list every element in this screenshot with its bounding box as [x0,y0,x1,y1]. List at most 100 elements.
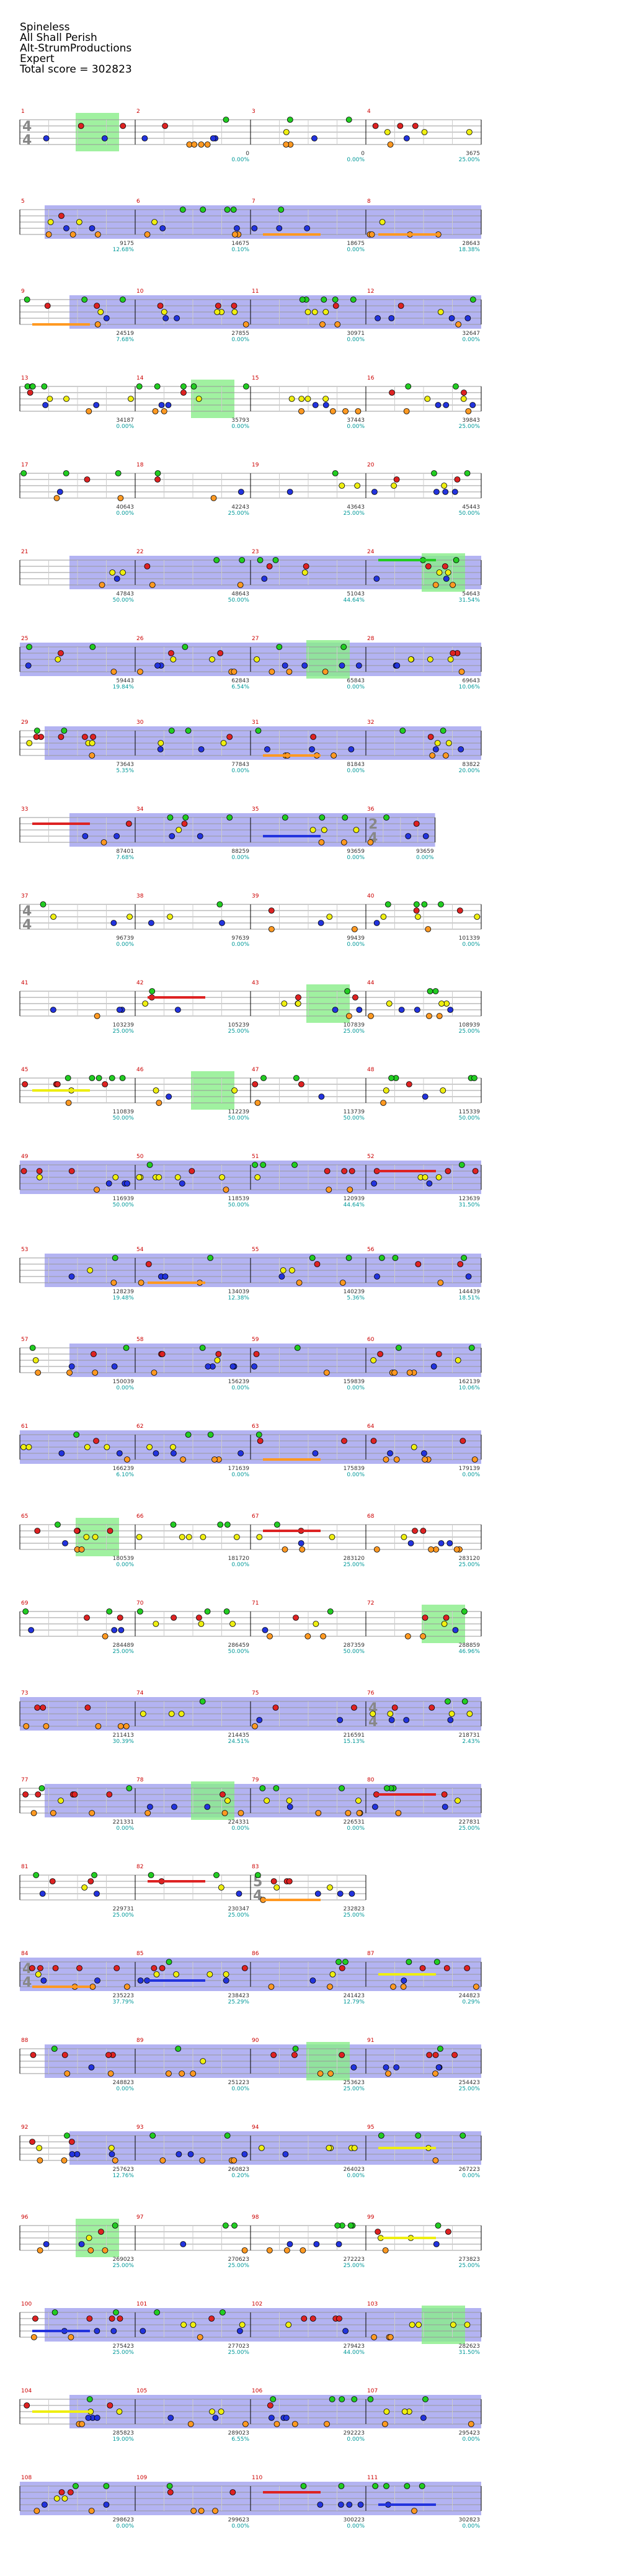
note-gem [386,1001,393,1007]
note-gem [125,821,132,827]
note-gem [67,2489,74,2495]
measure-percent: 0.00% [116,1562,134,1568]
measure-number: 56 [367,1247,375,1253]
note-gem [304,225,311,231]
note-gem [78,2241,85,2247]
note-gem [116,1007,123,1013]
note-gem [92,1370,99,1376]
note-gem [64,2070,71,2077]
note-gem [112,1174,119,1180]
measure-percent: 0.00% [231,1385,249,1391]
note-gem [61,2157,68,2164]
note-gem [291,2421,298,2427]
note-gem [191,141,198,148]
note-gem [464,470,471,476]
note-gem [35,1370,42,1376]
note-gem [382,2247,389,2253]
note-gem [447,1007,454,1013]
note-gem [268,926,275,932]
note-gem [221,1810,228,1816]
note-gem [448,1711,455,1717]
note-gem [168,1711,175,1717]
note-gem [166,2483,173,2489]
note-gem [209,656,215,662]
time-signature-top: 2 [368,817,378,832]
note-gem [92,1534,99,1540]
note-gem [321,827,327,833]
measure-number: 11 [252,288,259,295]
measure-percent: 25.00% [344,1912,365,1919]
measure-percent: 50.00% [228,597,250,604]
note-gem [53,2495,60,2502]
measure-percent: 50.00% [113,1115,135,1121]
note-gem [214,309,221,315]
measure-score: 289023 [228,2430,249,2436]
note-gem [425,926,432,932]
measure-score: 108939 [459,1022,481,1028]
note-gem [413,901,420,907]
note-gem [346,2502,353,2508]
note-gem [276,644,283,650]
note-gem [65,1100,72,1106]
note-gem [234,225,240,231]
note-gem [322,309,329,315]
note-gem [251,225,258,231]
note-gem [445,740,452,746]
note-gem [254,656,260,662]
note-gem [86,408,92,414]
measure-score: 40643 [116,504,134,510]
measure-score: 62843 [231,678,249,684]
note-gem [347,2222,354,2229]
measure-number: 8 [367,198,371,205]
measure-percent: 2.43% [462,1739,480,1745]
note-gem [68,1168,75,1174]
note-gem [429,752,436,759]
measure-number: 74 [136,1690,144,1696]
note-gem [154,383,161,390]
note-gem [351,2145,358,2151]
note-gem [383,1087,389,1094]
note-gem [207,1432,214,1438]
measure-percent: 25.00% [344,2263,365,2269]
note-gem [318,1094,325,1100]
note-gem [51,2309,58,2315]
note-gem [257,557,264,563]
measure-number: 101 [136,2301,147,2307]
note-gem [337,2502,344,2508]
note-gem [117,1615,123,1621]
note-gem [112,1255,118,1261]
measure-percent: 0.00% [231,1825,249,1832]
note-gem [438,1540,445,1546]
note-gem [415,914,421,920]
note-gem [166,1959,172,1965]
note-gem [39,1891,46,1897]
measure-number: 36 [367,806,375,813]
note-gem [113,2309,119,2315]
measure-number: 76 [367,1690,375,1696]
measure-number: 58 [136,1337,144,1343]
note-gem [102,1633,109,1639]
measure-percent: 50.00% [344,1649,365,1655]
measure-number: 14 [136,375,144,381]
note-gem [51,2046,58,2052]
note-gem [403,1717,410,1723]
song-info: Spineless All Shall Perish Alt-StrumProd… [20,22,132,75]
note-gem [273,1884,280,1891]
note-gem [257,1438,264,1444]
note-gem [393,1456,400,1463]
note-gem [170,656,177,662]
measure-percent: 0.00% [347,2173,365,2179]
note-gem [86,2235,92,2241]
note-gem [299,296,306,303]
measure-score: 298623 [113,2517,134,2523]
note-gem [267,1633,273,1639]
note-gem [432,2070,438,2077]
note-gem [442,489,449,495]
measure-number: 27 [252,636,259,642]
measure-number: 99 [367,2214,375,2221]
measure-number: 97 [136,2214,143,2221]
measure-percent: 0.00% [231,337,249,343]
note-gem [37,1965,43,1971]
note-gem [223,1977,229,1984]
note-gem [441,483,448,489]
